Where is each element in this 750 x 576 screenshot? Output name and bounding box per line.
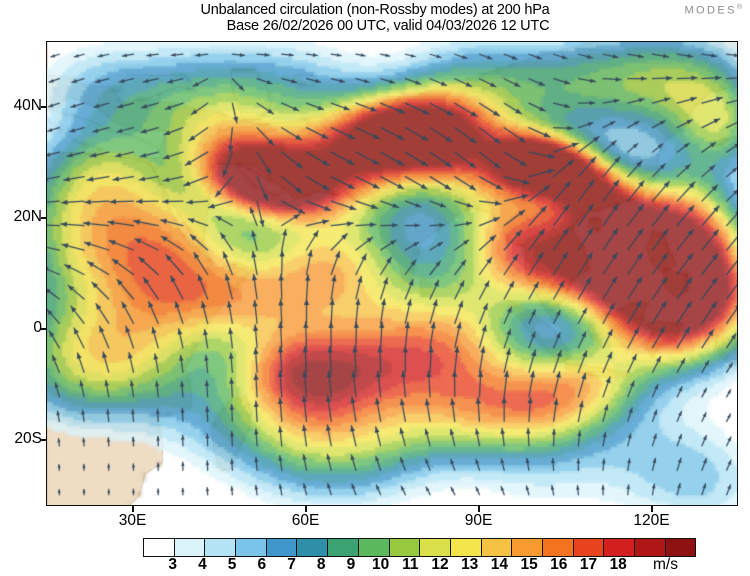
x-axis-tick bbox=[650, 505, 653, 512]
colorbar-tick-6: 6 bbox=[257, 556, 267, 573]
colorbar-swatch-6 bbox=[328, 539, 359, 556]
colorbar-tick-13: 13 bbox=[461, 556, 479, 573]
y-axis-label-20N: 20N bbox=[13, 208, 42, 226]
map-plot-frame bbox=[46, 41, 738, 506]
colorbar-tick-4: 4 bbox=[198, 556, 207, 573]
colorbar-swatch-8 bbox=[389, 539, 421, 556]
registered-mark-icon: ® bbox=[736, 4, 742, 11]
colorbar-tick-18: 18 bbox=[609, 556, 627, 573]
modes-logo-text: MODES bbox=[684, 4, 737, 17]
colorbar-tick-12: 12 bbox=[431, 556, 449, 573]
colorbar-swatch-7 bbox=[358, 539, 390, 556]
colorbar-tick-8: 8 bbox=[316, 556, 326, 573]
colorbar-tick-10: 10 bbox=[371, 556, 390, 573]
colorbar-swatch-14 bbox=[573, 539, 605, 556]
x-axis-label-30E: 30E bbox=[118, 512, 147, 529]
colorbar-tick-labels: 3 4 5 6 7 8 9 10 11 12 13 14 15 16 17 18 bbox=[0, 556, 750, 576]
x-axis-label-90E: 90E bbox=[464, 512, 493, 529]
x-axis-label-60E: 60E bbox=[291, 512, 320, 529]
colorbar-swatch-16 bbox=[635, 539, 666, 556]
chart-title-block: Unbalanced circulation (non-Rossby modes… bbox=[0, 2, 750, 34]
colorbar-swatch-0 bbox=[144, 539, 175, 556]
colorbar-tick-7: 7 bbox=[287, 556, 296, 573]
x-axis-tick bbox=[477, 505, 480, 512]
title-line-1: Unbalanced circulation (non-Rossby modes… bbox=[200, 2, 550, 18]
colorbar-tick-17: 17 bbox=[579, 556, 598, 573]
colorbar-swatch-12 bbox=[512, 539, 543, 556]
y-axis-label-0: 0 bbox=[33, 318, 42, 336]
colorbar-units-label: m/s bbox=[653, 556, 678, 573]
colorbar-tick-16: 16 bbox=[550, 556, 568, 573]
y-axis-label-40N: 40N bbox=[13, 97, 42, 115]
colorbar-swatch-9 bbox=[420, 539, 451, 556]
x-axis-tick bbox=[131, 505, 134, 512]
colorbar-swatch-17 bbox=[665, 539, 696, 556]
colorbar-tick-14: 14 bbox=[490, 556, 509, 573]
colorbar bbox=[143, 538, 697, 557]
colorbar-swatch-15 bbox=[604, 539, 635, 556]
colorbar-swatch-2 bbox=[205, 539, 237, 556]
colorbar-swatch-13 bbox=[542, 539, 574, 556]
modes-logo: MODES® bbox=[684, 4, 742, 17]
colorbar-swatch-11 bbox=[481, 539, 513, 556]
wind-speed-map bbox=[47, 42, 737, 505]
x-axis-label-120E: 120E bbox=[633, 512, 670, 529]
title-line-2: Base 26/02/2026 00 UTC, valid 04/03/2026… bbox=[226, 18, 550, 34]
colorbar-swatch-3 bbox=[236, 539, 267, 556]
colorbar-tick-5: 5 bbox=[227, 556, 237, 573]
colorbar-tick-3: 3 bbox=[168, 556, 177, 573]
y-axis-label-20S: 20S bbox=[14, 429, 42, 447]
colorbar-tick-11: 11 bbox=[402, 556, 419, 573]
colorbar-swatch-5 bbox=[297, 539, 329, 556]
colorbar-swatch-4 bbox=[266, 539, 298, 556]
colorbar-swatch-10 bbox=[450, 539, 482, 556]
colorbar-tick-15: 15 bbox=[520, 556, 538, 573]
colorbar-tick-9: 9 bbox=[346, 556, 356, 573]
x-axis-tick bbox=[304, 505, 307, 512]
colorbar-swatch-1 bbox=[174, 539, 206, 556]
